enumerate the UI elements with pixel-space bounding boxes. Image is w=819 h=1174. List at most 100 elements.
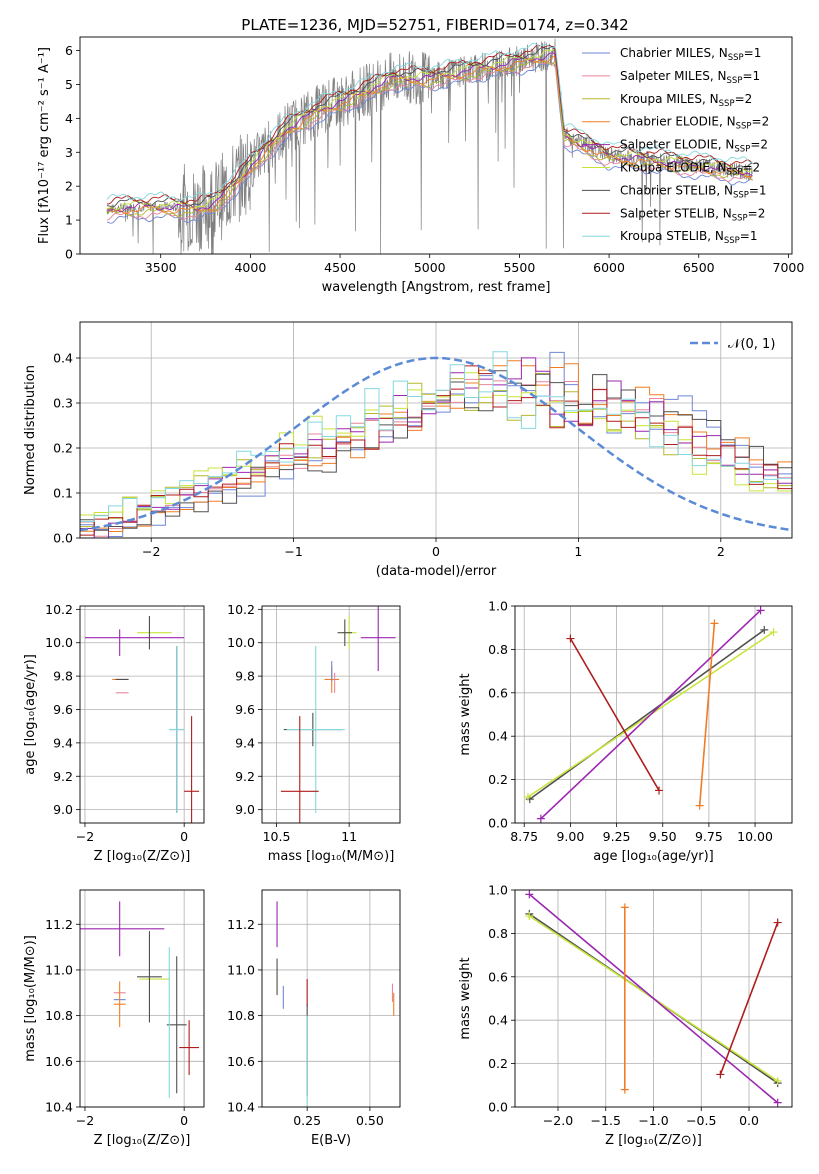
age_vs_weight-ytick-label: 0.8 <box>488 642 508 657</box>
legend-entry: Salpeter MILES, NSSP=1 <box>620 69 760 86</box>
z_vs_mass-frame <box>79 889 205 1108</box>
spectrum-ytick-label: 0 <box>65 247 73 262</box>
residuals-frame <box>79 321 793 539</box>
z_vs_age-xlabel: Z [log₁₀(Z/Z⊙)] <box>94 849 191 864</box>
z_vs_weight-ytick-label: 0.2 <box>488 1056 508 1071</box>
z_vs_age-frame <box>79 605 205 824</box>
age_vs_weight-xtick-label: 9.25 <box>603 829 631 844</box>
data-point-marker <box>710 619 719 628</box>
age_vs_weight-xtick-label: 9.75 <box>695 829 723 844</box>
z_vs_mass-ytick-label: 11.0 <box>45 962 73 977</box>
weight-line <box>528 893 779 1104</box>
residuals-ylabel: Normed distribution <box>23 365 38 495</box>
spectrum-xtick-label: 5500 <box>503 260 535 275</box>
ebv_vs_mass-ytick-label: 10.6 <box>227 1054 255 1069</box>
legend-entry: 𝒩(0, 1) <box>728 337 775 352</box>
spectrum-model-line <box>106 44 753 205</box>
age_vs_weight-ytick-label: 0.0 <box>488 816 508 831</box>
ebv_vs_mass-ytick-label: 10.4 <box>227 1100 255 1115</box>
age_vs_weight-ytick-label: 1.0 <box>488 599 508 614</box>
spectrum-ytick-label: 5 <box>65 77 73 92</box>
spectrum-xtick-label: 5000 <box>414 260 446 275</box>
z_vs_weight-frame <box>514 889 793 1108</box>
mass_vs_age-frame <box>261 605 401 824</box>
age_vs_weight-xlabel: age [log₁₀(age/yr)] <box>593 849 714 864</box>
residuals-xtick-label: −2 <box>142 544 160 559</box>
residuals-ytick-label: 0.4 <box>53 351 73 366</box>
histogram-step-line <box>80 351 792 522</box>
spectrum-model-line <box>106 42 753 202</box>
data-point-marker <box>769 628 778 637</box>
spectrum-model-line <box>106 61 753 221</box>
spectrum-ytick-label: 1 <box>65 213 73 228</box>
z_vs_weight-ytick-label: 0.4 <box>488 1013 508 1028</box>
spectrum-model-line <box>106 55 753 215</box>
z_vs_age-ytick-label: 9.4 <box>53 735 73 750</box>
mass_vs_age-xtick-label: 10.5 <box>263 829 291 844</box>
z_vs_weight-xtick-label: 0.0 <box>739 1113 759 1128</box>
z_vs_mass-ytick-label: 10.4 <box>45 1100 73 1115</box>
residuals-xtick-label: −1 <box>284 544 302 559</box>
residuals-xtick-label: 2 <box>717 544 725 559</box>
spectrum-ytick-label: 4 <box>65 111 73 126</box>
ebv_vs_mass-ytick-label: 10.8 <box>227 1008 255 1023</box>
age_vs_weight-frame <box>514 605 793 824</box>
spectrum-xtick-label: 6000 <box>593 260 625 275</box>
z_vs_age-ytick-label: 9.8 <box>53 669 73 684</box>
residuals-ytick-label: 0.2 <box>53 441 73 456</box>
age_vs_weight-ytick-label: 0.6 <box>488 685 508 700</box>
z_vs_mass-ylabel: mass [log₁₀(M/M⊙)] <box>23 935 38 1062</box>
residuals-ytick-label: 0.3 <box>53 396 73 411</box>
z_vs_age-ytick-label: 10.2 <box>45 602 73 617</box>
z_vs_mass-ytick-label: 11.2 <box>45 917 73 932</box>
weight-line <box>698 623 716 806</box>
data-point-marker <box>525 912 534 921</box>
mass_vs_age-xtick-label: 11 <box>341 829 357 844</box>
age_vs_weight-xtick-label: 8.75 <box>510 829 538 844</box>
data-point-marker <box>620 903 629 912</box>
ebv_vs_mass-ytick-label: 11.0 <box>227 962 255 977</box>
residuals-xtick-label: 0 <box>432 544 440 559</box>
spectrum-data-line <box>106 38 753 254</box>
data-point-marker <box>523 792 532 801</box>
mass_vs_age-ytick-label: 9.4 <box>235 735 255 750</box>
z_vs_age-xtick-label: 0 <box>180 829 188 844</box>
spectrum-xtick-label: 7000 <box>773 260 805 275</box>
z_vs_age-ytick-label: 10.0 <box>45 635 73 650</box>
residuals-ytick-label: 0.0 <box>53 531 73 546</box>
weight-line <box>529 629 765 800</box>
spectrum-xtick-label: 4000 <box>234 260 266 275</box>
ebv_vs_mass-frame <box>261 889 401 1108</box>
data-point-marker <box>716 1070 725 1079</box>
age_vs_weight-ytick-label: 0.4 <box>488 729 508 744</box>
data-point-marker <box>695 801 704 810</box>
legend-entry: Chabrier ELODIE, NSSP=2 <box>620 115 769 132</box>
mass_vs_age-ytick-label: 9.0 <box>235 802 255 817</box>
mass_vs_age-ytick-label: 9.6 <box>235 702 255 717</box>
age_vs_weight-ylabel: mass weight <box>458 673 473 755</box>
z_vs_mass-ytick-label: 10.6 <box>45 1054 73 1069</box>
spectrum-xtick-label: 4500 <box>324 260 356 275</box>
z_vs_weight-ytick-label: 1.0 <box>488 883 508 898</box>
z_vs_weight-xtick-label: −0.5 <box>686 1113 716 1128</box>
spectrum-ylabel: Flux [fλ10⁻¹⁷ erg cm⁻² s⁻¹ A⁻¹] <box>37 47 52 244</box>
legend-entry: Salpeter ELODIE, NSSP=2 <box>620 138 768 155</box>
age_vs_weight-ytick-label: 0.2 <box>488 772 508 787</box>
data-point-marker <box>773 1076 782 1085</box>
spectrum-ytick-label: 3 <box>65 145 73 160</box>
z_vs_weight-xtick-label: −2.0 <box>543 1113 573 1128</box>
age_vs_weight-xtick-label: 9.50 <box>649 829 677 844</box>
spectrum-xtick-label: 6500 <box>683 260 715 275</box>
z_vs_age-xtick-label: −2 <box>76 829 94 844</box>
legend-entry: Chabrier MILES, NSSP=1 <box>620 46 761 63</box>
z_vs_mass-ytick-label: 10.8 <box>45 1008 73 1023</box>
mass_vs_age-ytick-label: 10.0 <box>227 635 255 650</box>
z_vs_age-ytick-label: 9.2 <box>53 769 73 784</box>
z_vs_weight-ylabel: mass weight <box>458 957 473 1039</box>
data-point-marker <box>655 786 664 795</box>
spectrum-xlabel: wavelength [Angstrom, rest frame] <box>322 280 551 295</box>
ebv_vs_mass-ytick-label: 11.2 <box>227 917 255 932</box>
legend-entry: Kroupa MILES, NSSP=2 <box>620 92 752 109</box>
residuals-xlabel: (data-model)/error <box>376 564 497 579</box>
